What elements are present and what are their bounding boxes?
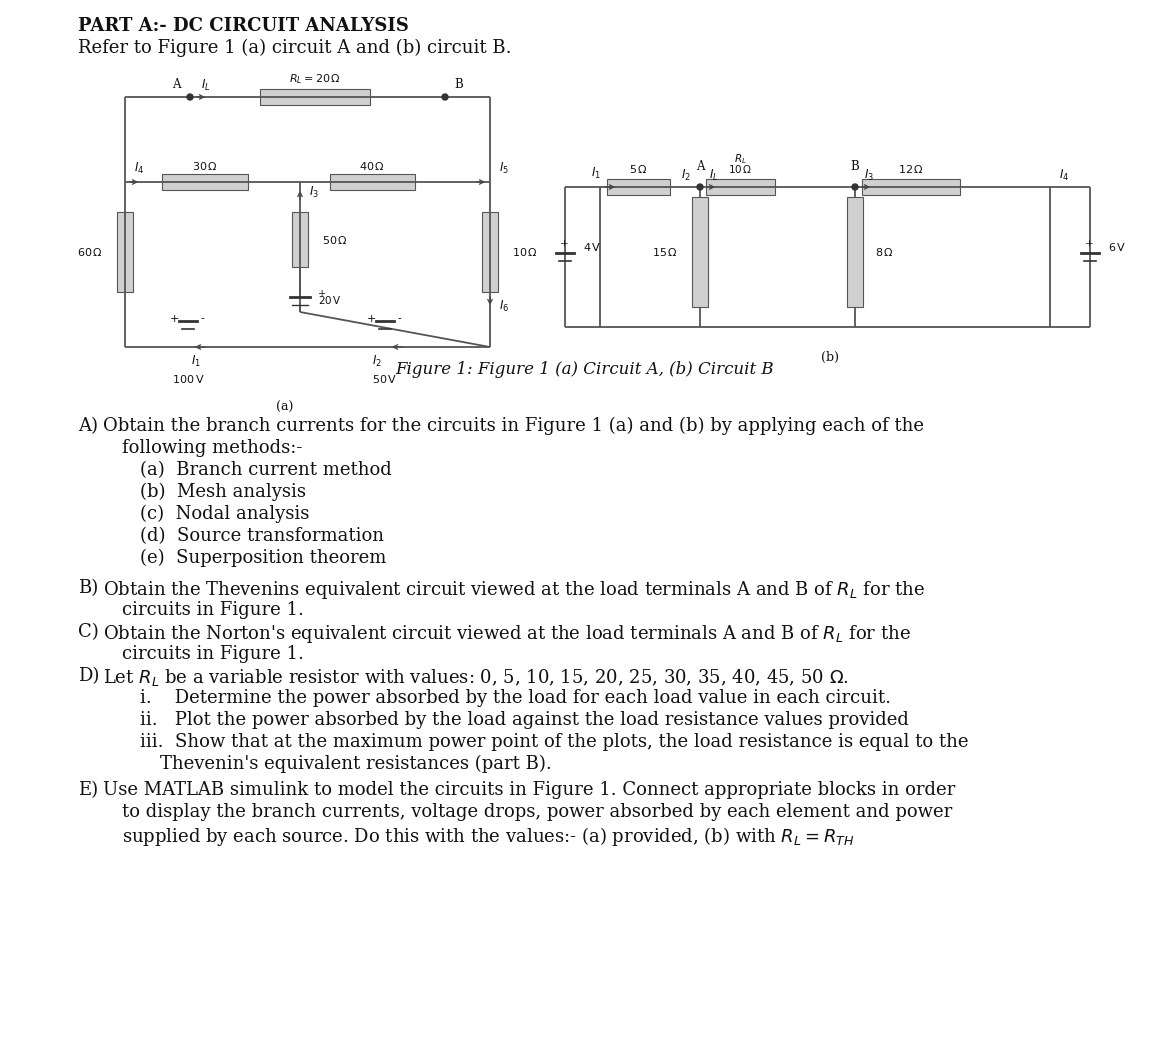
Text: Obtain the Norton's equivalent circuit viewed at the load terminals A and B of $: Obtain the Norton's equivalent circuit v… xyxy=(103,623,910,645)
Text: $I_L$: $I_L$ xyxy=(201,77,211,93)
Text: (c)  Nodal analysis: (c) Nodal analysis xyxy=(140,505,309,523)
Bar xyxy=(691,197,708,307)
Text: (b): (b) xyxy=(821,351,839,364)
Bar xyxy=(706,179,775,194)
Text: Obtain the Thevenins equivalent circuit viewed at the load terminals A and B of : Obtain the Thevenins equivalent circuit … xyxy=(103,579,925,601)
Text: $100\,\text{V}$: $100\,\text{V}$ xyxy=(172,373,205,385)
Bar xyxy=(607,179,670,194)
Text: C): C) xyxy=(78,623,98,641)
Text: D): D) xyxy=(78,667,99,685)
Text: following methods:-: following methods:- xyxy=(122,439,302,457)
Text: -: - xyxy=(200,314,204,324)
Text: B: B xyxy=(455,78,463,92)
Text: circuits in Figure 1.: circuits in Figure 1. xyxy=(122,601,304,619)
Text: Use MATLAB simulink to model the circuits in Figure 1. Connect appropriate block: Use MATLAB simulink to model the circuit… xyxy=(103,781,955,799)
Text: (a)  Branch current method: (a) Branch current method xyxy=(140,461,392,479)
Text: circuits in Figure 1.: circuits in Figure 1. xyxy=(122,645,304,663)
Text: $I_4$: $I_4$ xyxy=(133,161,144,175)
Text: $6\,\text{V}$: $6\,\text{V}$ xyxy=(1108,241,1127,253)
Text: $I_1$: $I_1$ xyxy=(591,166,601,181)
Text: $I_3$: $I_3$ xyxy=(863,167,874,183)
Text: $12\,\Omega$: $12\,\Omega$ xyxy=(899,163,924,175)
Text: (b)  Mesh analysis: (b) Mesh analysis xyxy=(140,483,307,501)
Bar xyxy=(862,179,961,194)
Bar xyxy=(482,212,498,292)
Text: A): A) xyxy=(78,418,98,435)
Text: $30\,\Omega$: $30\,\Omega$ xyxy=(192,160,218,172)
Text: +: + xyxy=(1085,239,1094,247)
Text: B: B xyxy=(851,161,860,173)
Text: -: - xyxy=(397,314,401,324)
Bar xyxy=(330,174,415,190)
Text: to display the branch currents, voltage drops, power absorbed by each element an: to display the branch currents, voltage … xyxy=(122,803,952,821)
Text: i.    Determine the power absorbed by the load for each load value in each circu: i. Determine the power absorbed by the l… xyxy=(140,689,892,707)
Text: (a): (a) xyxy=(276,401,294,413)
Text: +: + xyxy=(366,314,376,324)
Text: $15\,\Omega$: $15\,\Omega$ xyxy=(652,246,677,258)
Circle shape xyxy=(852,184,858,190)
Text: $R_L$: $R_L$ xyxy=(734,152,746,166)
Text: $I_2$: $I_2$ xyxy=(681,167,691,183)
Bar xyxy=(117,212,133,292)
Text: supplied by each source. Do this with the values:- (a) provided, (b) with $R_L=R: supplied by each source. Do this with th… xyxy=(122,826,854,848)
Text: $I_2$: $I_2$ xyxy=(372,353,381,369)
Text: $60\,\Omega$: $60\,\Omega$ xyxy=(77,246,103,258)
Text: $5\,\Omega$: $5\,\Omega$ xyxy=(628,163,647,175)
Text: $50\,\text{V}$: $50\,\text{V}$ xyxy=(372,373,398,385)
Text: B): B) xyxy=(78,579,98,597)
Text: +: + xyxy=(318,290,326,298)
Bar xyxy=(292,212,308,267)
Text: A: A xyxy=(172,78,180,92)
Bar xyxy=(161,174,248,190)
Text: $I_4$: $I_4$ xyxy=(1059,167,1069,183)
Text: $20\,\text{V}$: $20\,\text{V}$ xyxy=(318,294,342,305)
Text: Thevenin's equivalent resistances (part B).: Thevenin's equivalent resistances (part … xyxy=(160,755,552,774)
Text: $R_L = 20\,\Omega$: $R_L = 20\,\Omega$ xyxy=(289,72,340,86)
Text: $I_L$: $I_L$ xyxy=(709,167,718,183)
Circle shape xyxy=(697,184,703,190)
Bar xyxy=(260,89,370,105)
Text: +: + xyxy=(170,314,179,324)
Text: $4\,\text{V}$: $4\,\text{V}$ xyxy=(583,241,601,253)
Text: Figure 1: Figure 1 (a) Circuit A, (b) Circuit B: Figure 1: Figure 1 (a) Circuit A, (b) Ci… xyxy=(395,360,775,377)
Text: A: A xyxy=(696,161,704,173)
Text: $I_3$: $I_3$ xyxy=(309,185,319,200)
Text: E): E) xyxy=(78,781,98,799)
Text: $10\,\Omega$: $10\,\Omega$ xyxy=(512,246,538,258)
Text: Let $R_L$ be a variable resistor with values: 0, 5, 10, 15, 20, 25, 30, 35, 40, : Let $R_L$ be a variable resistor with va… xyxy=(103,667,849,688)
Text: $10\,\Omega$: $10\,\Omega$ xyxy=(728,163,752,175)
Circle shape xyxy=(187,94,193,100)
Text: +: + xyxy=(559,239,569,247)
Text: Refer to Figure 1 (a) circuit A and (b) circuit B.: Refer to Figure 1 (a) circuit A and (b) … xyxy=(78,39,511,57)
Text: $50\,\Omega$: $50\,\Omega$ xyxy=(322,234,347,245)
Text: (d)  Source transformation: (d) Source transformation xyxy=(140,527,384,545)
Text: $40\,\Omega$: $40\,\Omega$ xyxy=(359,160,385,172)
Bar xyxy=(847,197,863,307)
Text: Obtain the branch currents for the circuits in Figure 1 (a) and (b) by applying : Obtain the branch currents for the circu… xyxy=(103,418,924,435)
Text: $I_1$: $I_1$ xyxy=(191,353,201,369)
Text: $8\,\Omega$: $8\,\Omega$ xyxy=(875,246,894,258)
Text: PART A:- DC CIRCUIT ANALYSIS: PART A:- DC CIRCUIT ANALYSIS xyxy=(78,17,408,35)
Text: ii.   Plot the power absorbed by the load against the load resistance values pro: ii. Plot the power absorbed by the load … xyxy=(140,711,909,729)
Text: $I_5$: $I_5$ xyxy=(500,161,509,175)
Text: (e)  Superposition theorem: (e) Superposition theorem xyxy=(140,549,386,568)
Text: iii.  Show that at the maximum power point of the plots, the load resistance is : iii. Show that at the maximum power poin… xyxy=(140,733,969,752)
Circle shape xyxy=(442,94,448,100)
Text: $I_6$: $I_6$ xyxy=(498,298,509,314)
